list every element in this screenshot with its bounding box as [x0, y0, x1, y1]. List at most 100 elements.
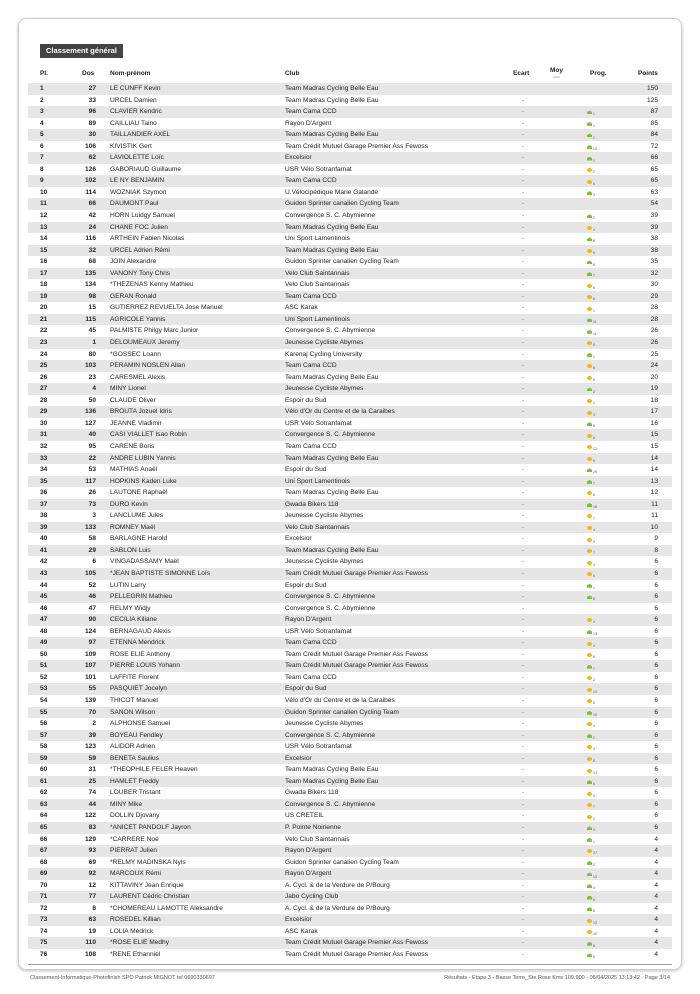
club: Velo Club Saintannais — [285, 835, 350, 843]
rank: 8 — [40, 165, 44, 173]
table-row: 68 69 *RELMY MADINSKA Nyls Guidon Sprinter … — [28, 857, 672, 869]
table-row: 55 70 SANON Wilson Guidon Sprinter canalien… — [28, 706, 672, 719]
progression: 8 — [587, 903, 595, 918]
club: Team Cama CCD — [285, 108, 337, 116]
col-club: Club — [285, 70, 300, 77]
bib: 70 — [88, 708, 96, 716]
gap: - — [521, 292, 525, 300]
club: Team Cama CCD — [285, 442, 337, 450]
progression-count: 13 — [593, 632, 597, 637]
bib: 45 — [88, 327, 96, 335]
rank: 30 — [40, 419, 48, 427]
progress-up-icon — [587, 260, 592, 265]
progression-count: 3 — [593, 793, 595, 798]
bib: 106 — [84, 142, 96, 150]
rider-name: *RENE Ethanniel — [110, 951, 161, 959]
rank: 47 — [40, 616, 48, 624]
progression: 4 — [587, 718, 595, 733]
club: Guidon Sprinter canalien Cycling Team — [285, 858, 399, 866]
progress-down-icon — [587, 295, 592, 300]
progress-down-icon — [587, 225, 592, 230]
rider-name: CASI VIALLET Isao Robin — [110, 431, 187, 439]
rider-name: RELMY Widjy — [110, 604, 151, 612]
progress-up-icon — [587, 895, 592, 900]
club: Jeunesse Cycliste Abymes — [285, 720, 364, 728]
progress-up-icon — [587, 110, 592, 115]
table-row: 1 27 LE CUNFF Kevin Team Madras Cycling Bel… — [28, 83, 672, 95]
bib: 6 — [92, 558, 96, 566]
progress-down-icon — [587, 526, 592, 531]
club: Team Madras Cycling Belle Eau — [285, 777, 379, 785]
gap: - — [521, 720, 525, 728]
table-row: 35 117 HOPKINS Kaden Luke Uni Sport Lamenti… — [28, 475, 672, 488]
points: 150 — [646, 85, 658, 92]
table-row: 31 40 CASI VIALLET Isao Robin Convergence S… — [28, 429, 672, 441]
gap: - — [521, 396, 525, 404]
progression-count: 10 — [593, 932, 597, 937]
rider-name: GABORIAUD Guillaume — [110, 165, 182, 173]
club: Gwada Bikers 118 — [285, 789, 339, 797]
progression-count: 5 — [593, 377, 595, 382]
club: Jeunesse Cycliste Abymes — [285, 558, 364, 566]
rider-name: LOLIA Médrick — [110, 927, 154, 935]
gap: - — [521, 569, 525, 577]
rank: 1 — [40, 85, 44, 92]
gap: - — [521, 269, 525, 277]
gap: - — [521, 385, 525, 393]
progress-down-icon — [587, 756, 592, 761]
points: 25 — [650, 350, 658, 358]
points: 4 — [654, 858, 658, 866]
bib: 40 — [88, 431, 96, 439]
gap: - — [521, 304, 525, 312]
table-row: 34 53 MATHIAS Anaël Espoir du Sud - 14 29 — [28, 464, 672, 476]
progress-down-icon — [587, 918, 592, 923]
club: Team Cama CCD — [285, 292, 337, 300]
progression-count: 11 — [593, 331, 597, 336]
gap: - — [521, 812, 525, 820]
bib: 129 — [84, 835, 96, 843]
table-row: 15 32 URCEL Adrien Rémi Team Madras Cycling… — [28, 244, 672, 257]
rider-name: KIVISTIK Gert — [110, 142, 152, 150]
rank: 20 — [40, 304, 48, 312]
progression: 1 — [587, 395, 595, 410]
progression-count: 5 — [593, 458, 595, 463]
club: ASC Karak — [285, 304, 318, 312]
table-row: 13 24 CHANE FOC Julien Team Madras Cycling … — [28, 221, 672, 234]
bib: 133 — [84, 523, 96, 531]
col-pl: Pl. — [40, 70, 48, 77]
rider-name: BROUTA Jozuel Idris — [110, 408, 172, 416]
col-points: Points — [638, 70, 658, 77]
rank: 59 — [40, 754, 48, 762]
points: 4 — [654, 916, 658, 924]
rider-name: ANDRE LUBIN Yannis — [110, 454, 176, 462]
progression-count: 5 — [593, 701, 595, 706]
gap: - — [521, 327, 525, 335]
points: 4 — [654, 951, 658, 959]
points: 4 — [654, 881, 658, 889]
bib: 114 — [85, 188, 96, 196]
progression-count: 6 — [593, 574, 595, 579]
rank: 48 — [40, 627, 48, 635]
gap: - — [521, 916, 525, 924]
points: 6 — [654, 662, 658, 670]
progress-up-icon — [587, 329, 592, 334]
rank: 28 — [40, 396, 48, 404]
table-row: 49 97 ETENNA Mendrick Team Cama CCD - 6 4 — [28, 637, 672, 649]
gap: - — [521, 696, 525, 704]
table-row: 24 80 *GOSSEC Loann Karenaj Cycling Univers… — [28, 349, 672, 361]
bib: 139 — [84, 696, 96, 704]
points: 6 — [654, 743, 658, 751]
points: 4 — [654, 870, 658, 878]
gap: - — [521, 362, 525, 370]
points: 39 — [650, 223, 658, 231]
col-ecart: Ecart — [513, 70, 530, 77]
gap: - — [521, 870, 525, 878]
table-row: 33 22 ANDRE LUBIN Yannis Team Madras Cyclin… — [28, 452, 672, 465]
rank: 5 — [40, 131, 44, 139]
progress-up-icon — [587, 422, 592, 427]
progression: 5 — [587, 372, 595, 387]
rank: 9 — [40, 177, 44, 185]
gap: - — [521, 731, 525, 739]
rank: 43 — [40, 569, 48, 577]
rider-name: SANON Wilson — [110, 708, 156, 716]
